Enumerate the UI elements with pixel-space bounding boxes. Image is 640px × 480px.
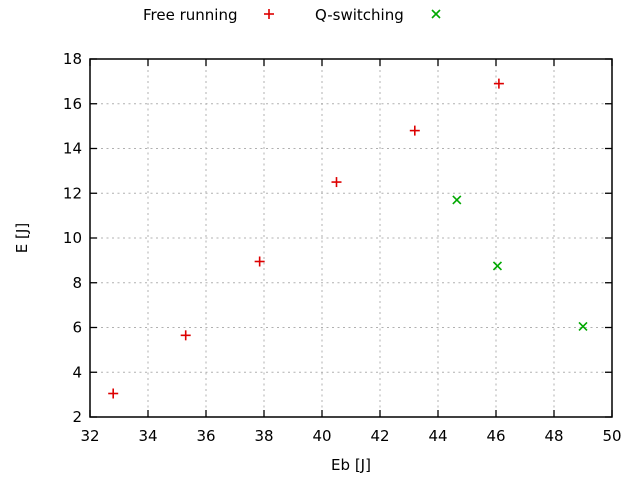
cross-stroke-2 xyxy=(578,321,588,331)
x-tick-label: 46 xyxy=(486,427,505,445)
y-tick-label: 16 xyxy=(63,95,82,113)
legend-marker-glyph xyxy=(264,9,275,19)
cross-stroke-2 xyxy=(492,261,503,271)
cross-stroke-2 xyxy=(452,195,462,205)
x-tick-label: 42 xyxy=(370,427,389,445)
data-point-cross xyxy=(578,321,588,331)
data-point-plus xyxy=(108,388,119,399)
data-point-cross xyxy=(452,195,462,205)
x-tick-label: 36 xyxy=(196,427,215,445)
cross-marker-icon xyxy=(431,9,441,19)
data-point-plus xyxy=(409,125,420,136)
legend: Free running Q-switching xyxy=(0,6,640,26)
x-tick-label: 32 xyxy=(80,427,99,445)
x-tick-label: 48 xyxy=(544,427,563,445)
data-point-cross xyxy=(492,261,503,271)
x-tick-label: 50 xyxy=(602,427,621,445)
y-tick-label: 4 xyxy=(72,363,82,381)
legend-label-q-switching: Q-switching xyxy=(315,5,404,24)
y-tick-label: 10 xyxy=(63,229,82,247)
legend-item-free-running: Free running xyxy=(143,5,278,24)
data-point-plus xyxy=(254,256,265,267)
y-tick-label: 2 xyxy=(72,408,82,426)
x-axis-label: Eb [J] xyxy=(331,456,371,474)
data-point-plus xyxy=(493,78,504,89)
x-tick-label: 34 xyxy=(138,427,157,445)
y-axis-label: E [J] xyxy=(13,223,31,253)
plus-marker-icon xyxy=(264,9,275,19)
y-tick-label: 14 xyxy=(63,140,82,158)
data-point-plus xyxy=(331,177,342,188)
y-tick-label: 8 xyxy=(72,274,82,292)
y-tick-label: 12 xyxy=(63,184,82,202)
y-tick-label: 6 xyxy=(72,319,82,337)
cross-stroke-2 xyxy=(431,9,441,19)
data-point-plus xyxy=(180,330,191,341)
legend-label-free-running: Free running xyxy=(143,5,238,24)
x-tick-label: 44 xyxy=(428,427,447,445)
y-tick-label: 18 xyxy=(63,50,82,68)
x-tick-label: 38 xyxy=(254,427,273,445)
legend-marker-glyph xyxy=(431,9,441,19)
x-tick-label: 40 xyxy=(312,427,331,445)
legend-item-q-switching: Q-switching xyxy=(315,5,445,24)
